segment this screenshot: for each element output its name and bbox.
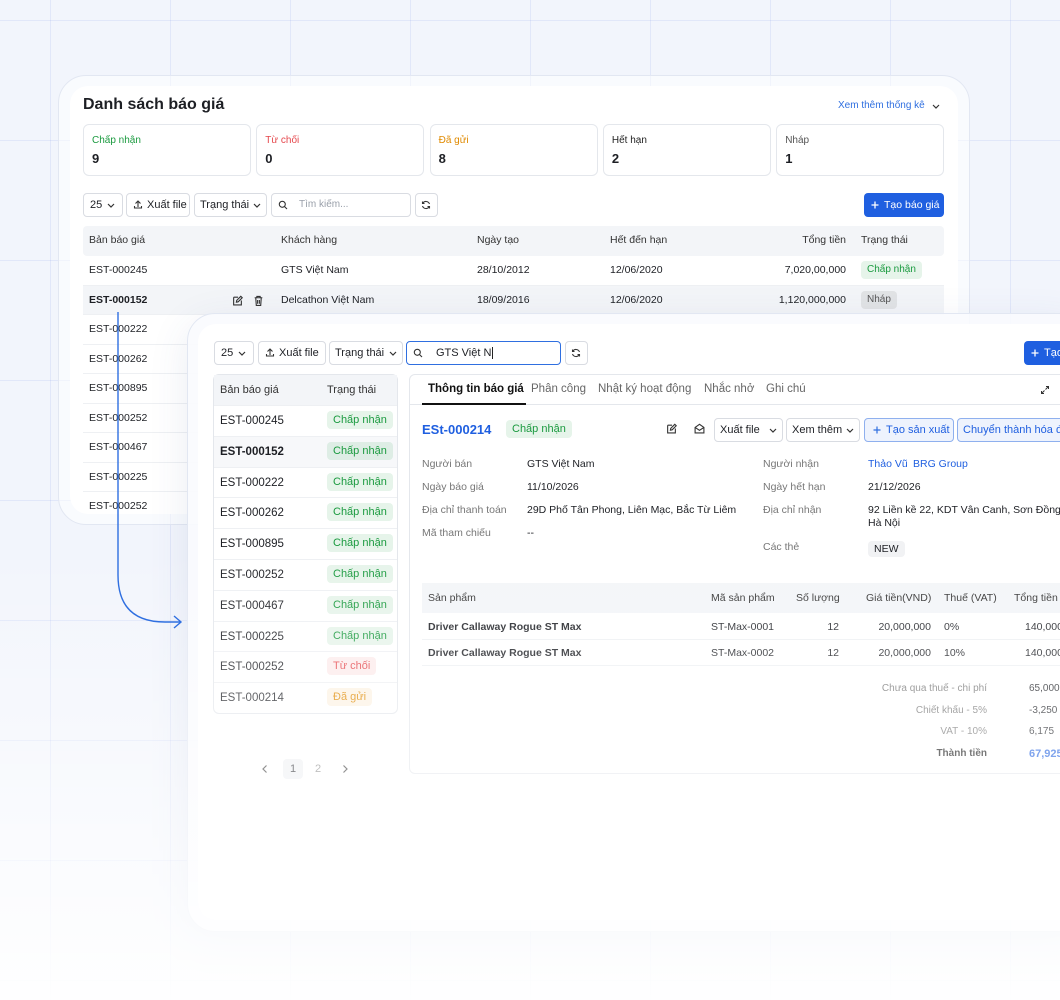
background-fade <box>0 0 1060 1000</box>
screen: Danh sách báo giáXem thêm thống kêChấp n… <box>0 0 1060 1000</box>
